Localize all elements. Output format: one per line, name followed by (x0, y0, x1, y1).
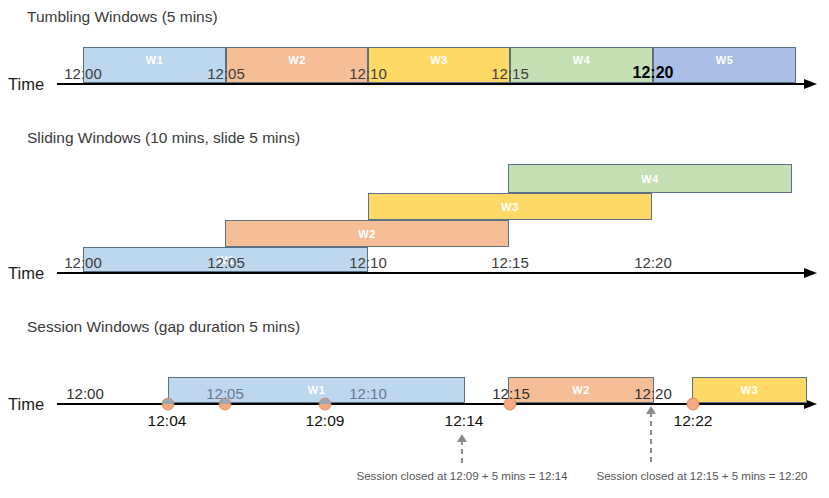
window-label: W5 (716, 54, 733, 66)
tick-label: 12:10 (349, 385, 387, 403)
tick-label: 12:20 (634, 385, 672, 403)
tick-label: 12:15 (491, 65, 529, 83)
tick-label: 12:10 (349, 254, 387, 272)
tumbling-window-w5: W5 (653, 47, 796, 83)
session-close-note: Session closed at 12:15 + 5 mins = 12:20 (597, 470, 808, 482)
sliding-time-axis (57, 272, 806, 274)
window-label: W3 (741, 384, 758, 396)
event-time-label: 12:14 (445, 412, 484, 430)
tick-label: 12:00 (64, 254, 102, 272)
arrowhead-icon (646, 406, 656, 414)
session-close-arrow-icon (461, 440, 463, 464)
event-time-label: 12:22 (674, 412, 713, 430)
session-close-note: Session closed at 12:09 + 5 mins = 12:14 (357, 470, 568, 482)
window-label: W2 (288, 54, 305, 66)
session-time-axis-label: Time (8, 395, 44, 414)
window-label: W3 (430, 54, 447, 66)
arrowhead-icon (457, 434, 467, 442)
sliding-window-w3: W3 (368, 193, 652, 220)
sliding-time-axis-label: Time (8, 264, 44, 283)
tumbling-time-axis (57, 83, 806, 85)
tick-label: 12:05 (206, 385, 244, 403)
window-label: W2 (572, 384, 589, 396)
tick-label: 12:10 (349, 65, 387, 83)
event-dot (162, 398, 175, 411)
tumbling-window-w2: W2 (226, 47, 368, 83)
session-window-w2: W2 (508, 377, 654, 403)
tick-label: 12:20 (634, 254, 672, 272)
window-label: W3 (501, 201, 518, 213)
window-label: W1 (146, 54, 163, 66)
sliding-window-w4: W4 (508, 164, 792, 193)
window-label: W1 (308, 384, 325, 396)
sliding-section-title: Sliding Windows (10 mins, slide 5 mins) (27, 129, 300, 147)
tumbling-time-axis-label: Time (8, 75, 44, 94)
tumbling-window-w3: W3 (368, 47, 510, 83)
tumbling-axis-arrow-icon (804, 79, 817, 89)
session-close-arrow-icon (650, 412, 652, 464)
event-dot (687, 398, 700, 411)
window-label: W4 (641, 173, 658, 185)
sliding-axis-arrow-icon (804, 268, 817, 278)
event-dot (319, 398, 332, 411)
tick-label: 12:20 (633, 64, 674, 82)
session-section-title: Session Windows (gap duration 5 mins) (27, 318, 300, 336)
tick-label: 12:00 (64, 65, 102, 83)
tick-label: 12:15 (492, 385, 530, 403)
window-label: W4 (573, 54, 590, 66)
tick-label: 12:00 (66, 385, 104, 403)
tumbling-section-title: Tumbling Windows (5 mins) (27, 8, 218, 26)
tick-label: 12:05 (207, 254, 245, 272)
tick-label: 12:05 (207, 65, 245, 83)
tick-label: 12:15 (491, 254, 529, 272)
session-window-w3: W3 (692, 377, 807, 403)
window-label: W2 (358, 228, 375, 240)
sliding-window-w2: W2 (225, 220, 509, 247)
event-time-label: 12:09 (306, 412, 345, 430)
event-time-label: 12:04 (148, 412, 187, 430)
windowing-diagram: Tumbling Windows (5 mins) Time W1 W2 W3 … (0, 0, 829, 498)
tumbling-window-w1: W1 (83, 47, 226, 83)
